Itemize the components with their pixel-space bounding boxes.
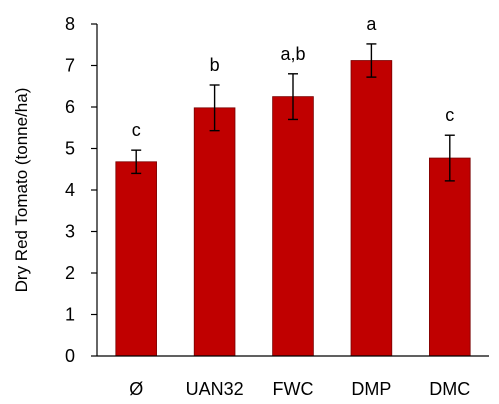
y-axis-ticks: 0 1 2 3 4 5 6 7 8 [65,14,97,366]
y-tick-label: 6 [65,97,75,117]
x-tick-label: DMP [351,379,391,399]
y-axis-label: Dry Red Tomato (tonne/ha) [12,88,31,293]
x-tick-label: UAN32 [186,379,244,399]
y-tick-label: 4 [65,180,75,200]
bar [272,96,314,357]
x-tick-label: FWC [273,379,314,399]
y-tick-label: 5 [65,139,75,159]
x-axis-ticks: Ø UAN32 FWC DMP DMC [129,379,470,399]
bar [429,157,471,357]
y-tick-label: 3 [65,222,75,242]
significance-letter: b [210,55,220,75]
bar [193,107,236,357]
error-bars-group [131,43,455,182]
significance-letter: a,b [280,44,305,64]
significance-letter: a [366,14,377,34]
significance-letters-group: c b a,b a c [132,14,455,140]
y-tick-label: 1 [65,305,75,325]
y-tick-label: 0 [65,346,75,366]
significance-letter: c [445,105,454,125]
bar [115,161,157,357]
x-tick-label: DMC [429,379,470,399]
y-tick-label: 8 [65,14,75,34]
x-tick-label: Ø [129,379,143,399]
bars-group [115,60,471,357]
significance-letter: c [132,120,141,140]
y-tick-label: 7 [65,56,75,76]
bar [350,60,393,357]
y-tick-label: 2 [65,263,75,283]
